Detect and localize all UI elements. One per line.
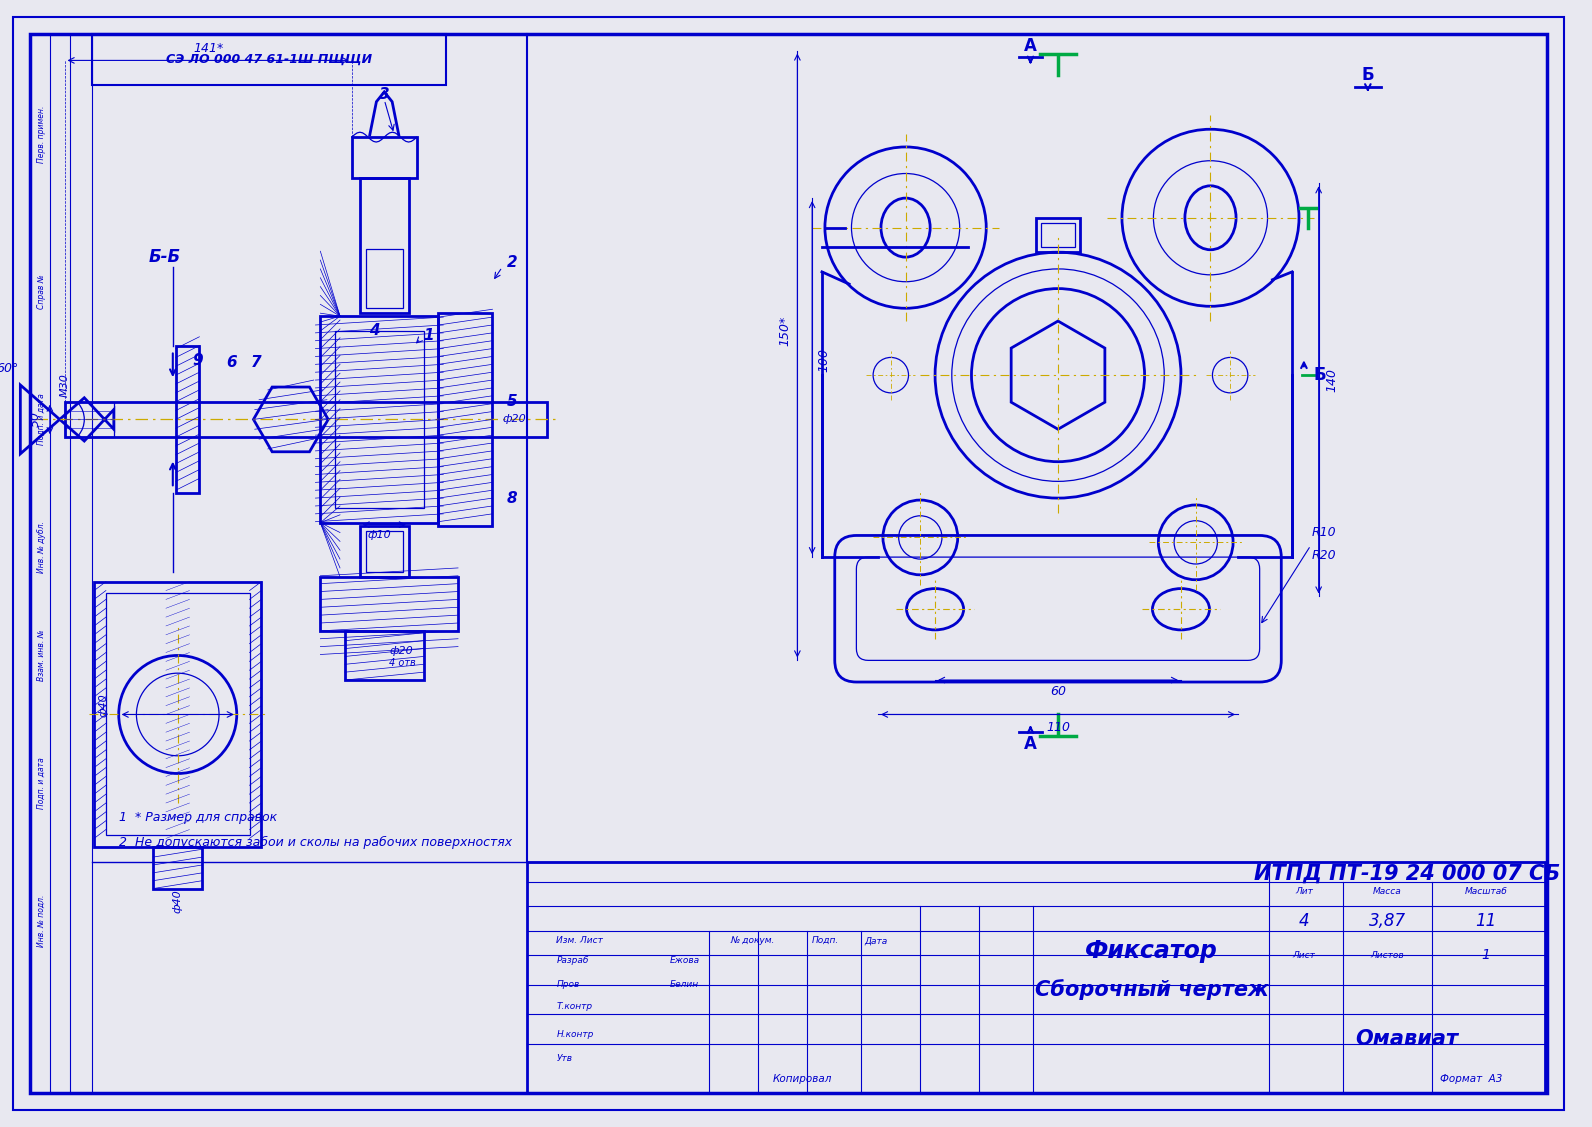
Bar: [352, 137, 417, 178]
Text: 5: 5: [506, 394, 517, 409]
Text: Копировал: Копировал: [772, 1074, 833, 1084]
Text: 140: 140: [1325, 369, 1337, 392]
Text: 110: 110: [1046, 721, 1070, 734]
Text: Т.контр: Т.контр: [556, 1002, 592, 1011]
Text: 60: 60: [1051, 685, 1067, 699]
Text: № докум.: № докум.: [731, 937, 775, 946]
Bar: [438, 313, 492, 525]
Text: ф10: ф10: [368, 531, 392, 541]
Bar: [320, 317, 438, 523]
Text: Б: Б: [1313, 366, 1326, 384]
Bar: [366, 249, 403, 309]
Text: Разраб: Разраб: [556, 956, 589, 965]
Text: Фиксатор: Фиксатор: [1086, 939, 1218, 962]
Text: ф40: ф40: [99, 693, 108, 717]
Text: 4 отв: 4 отв: [388, 658, 416, 668]
Text: Лит: Лит: [1294, 887, 1313, 896]
Bar: [92, 34, 446, 85]
Text: 11: 11: [1476, 912, 1496, 930]
Text: 6: 6: [226, 355, 237, 370]
Text: Сборочный чертеж: Сборочный чертеж: [1035, 979, 1269, 1001]
Bar: [107, 594, 250, 835]
Text: 1: 1: [423, 328, 435, 344]
Bar: [334, 331, 423, 508]
Bar: [153, 848, 202, 888]
Text: А: А: [1024, 37, 1036, 54]
Text: 4: 4: [369, 323, 380, 338]
Text: 2: 2: [506, 255, 517, 269]
Bar: [65, 401, 546, 437]
Text: А: А: [1024, 735, 1036, 753]
Text: Справ №: Справ №: [37, 274, 46, 309]
Text: ф20: ф20: [503, 415, 525, 425]
Text: 100: 100: [817, 348, 831, 372]
Text: 150*: 150*: [778, 316, 791, 346]
Text: 60°: 60°: [0, 362, 19, 375]
Text: Подп. и дата: Подп. и дата: [37, 393, 46, 445]
Text: 2  Не допускаются забои и сколы на рабочих поверхностях: 2 Не допускаются забои и сколы на рабочи…: [119, 836, 513, 849]
Text: Перв. примен.: Перв. примен.: [37, 106, 46, 163]
Text: Дата: Дата: [864, 937, 887, 946]
Text: Утв: Утв: [556, 1054, 573, 1063]
Bar: [65, 401, 113, 437]
Text: Инв. № подл.: Инв. № подл.: [37, 895, 46, 947]
Text: М30: М30: [60, 373, 70, 397]
Bar: [345, 631, 423, 680]
Text: Изм. Лист: Изм. Лист: [556, 937, 603, 946]
Bar: [1036, 218, 1079, 252]
Bar: [94, 582, 261, 848]
Text: Масштаб: Масштаб: [1465, 887, 1508, 896]
Text: 3,87: 3,87: [1369, 912, 1406, 930]
Text: Взам. инв. №: Взам. инв. №: [37, 630, 46, 681]
Text: Инв. № дубл.: Инв. № дубл.: [37, 522, 46, 574]
Text: R20: R20: [1312, 549, 1336, 561]
Text: Омавиат: Омавиат: [1356, 1029, 1458, 1049]
Bar: [360, 525, 409, 577]
Text: Ежова: Ежова: [670, 956, 699, 965]
Text: Формат  А3: Формат А3: [1439, 1074, 1503, 1084]
Text: Н.контр: Н.контр: [556, 1030, 594, 1039]
Bar: [175, 346, 199, 494]
Text: ф40: ф40: [172, 889, 183, 913]
Bar: [1041, 223, 1075, 247]
Text: 4: 4: [1299, 912, 1309, 930]
Text: СЭ ЛО 000 47 61-1Ш ПЩЩИ: СЭ ЛО 000 47 61-1Ш ПЩЩИ: [166, 53, 373, 65]
Text: 1: 1: [1482, 949, 1490, 962]
Bar: [360, 178, 409, 313]
Text: 8: 8: [506, 490, 517, 506]
Text: Б-Б: Б-Б: [148, 248, 180, 266]
Text: Подп. и дата: Подп. и дата: [37, 757, 46, 809]
Text: 9: 9: [193, 353, 202, 367]
Text: 141*: 141*: [193, 42, 223, 55]
Text: Б: Б: [1361, 66, 1374, 85]
Bar: [320, 577, 458, 631]
Text: R10: R10: [1312, 526, 1336, 539]
Bar: [527, 862, 1544, 1093]
Text: 7: 7: [252, 355, 261, 370]
Text: 50: 50: [29, 411, 41, 427]
Bar: [366, 531, 403, 571]
Text: Лист: Лист: [1293, 951, 1315, 960]
Text: Пров: Пров: [556, 980, 579, 990]
Text: ИТПД ПТ-19 24 000 07 СБ: ИТПД ПТ-19 24 000 07 СБ: [1254, 863, 1560, 884]
Text: Подп.: Подп.: [812, 937, 839, 946]
Text: Листов: Листов: [1371, 951, 1404, 960]
Text: Масса: Масса: [1374, 887, 1403, 896]
Text: Белин: Белин: [670, 980, 699, 990]
Text: ф20: ф20: [388, 646, 412, 656]
Text: 3: 3: [379, 87, 390, 103]
Text: 1  * Размер для справок: 1 * Размер для справок: [119, 811, 277, 824]
